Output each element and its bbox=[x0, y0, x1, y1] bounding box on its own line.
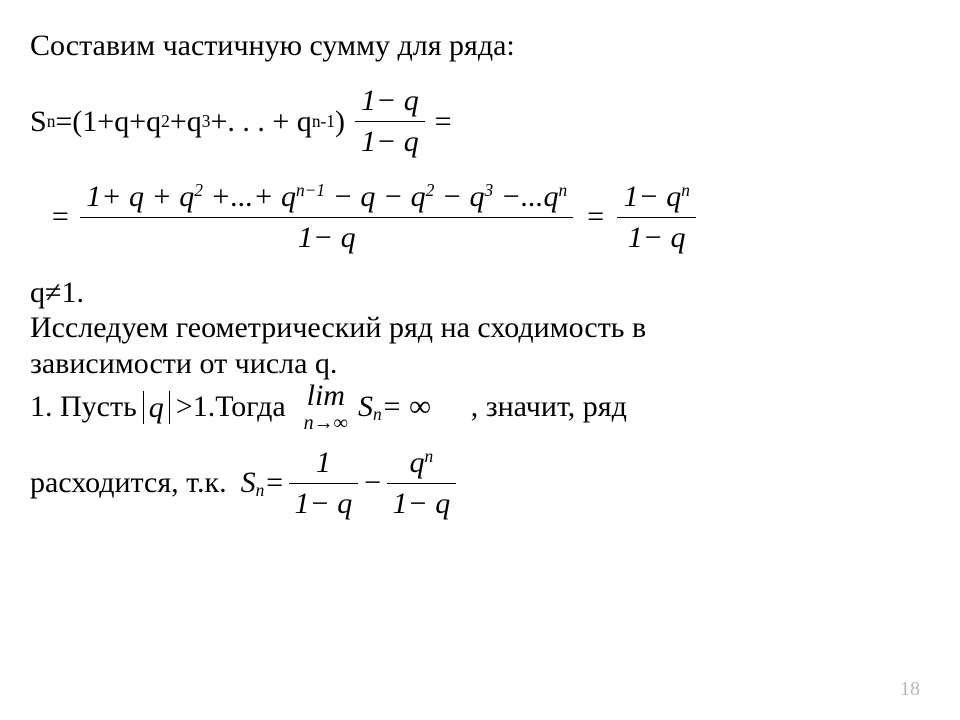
limit-block: lim n→∞ bbox=[304, 381, 348, 433]
diverges-line: расходится, т.к. Sn = 1 1− q − qn 1− q bbox=[30, 445, 930, 521]
fraction-result: 1− qn 1− q bbox=[617, 179, 695, 255]
page-number: 18 bbox=[900, 678, 920, 702]
S-sub: n bbox=[47, 111, 56, 132]
ln2: +...+ q bbox=[203, 180, 296, 213]
fin1-num: 1 bbox=[310, 445, 337, 480]
rparen: ) bbox=[335, 104, 345, 139]
fin2-num: qn bbox=[404, 445, 440, 480]
lim-S-sub: n bbox=[373, 404, 382, 424]
lim-S: S bbox=[358, 390, 373, 423]
case1-label: 1. Пусть bbox=[30, 389, 137, 424]
eq-final: = bbox=[264, 465, 284, 500]
ln4: − q bbox=[434, 180, 484, 213]
fr1-den: 1− q bbox=[355, 124, 425, 159]
ln-en: n bbox=[559, 180, 568, 200]
ln1: 1+ q + q bbox=[86, 180, 194, 213]
q-neq-1: q≠1. bbox=[30, 275, 930, 310]
fraction-final-1: 1 1− q bbox=[289, 445, 359, 521]
dots: +. . . + q bbox=[210, 104, 311, 139]
rhs1: =(1+q+q bbox=[55, 104, 161, 139]
fraction-trivial: 1− q 1− q bbox=[355, 83, 425, 159]
ln5: −...q bbox=[493, 180, 558, 213]
Sn2: S bbox=[241, 466, 256, 499]
case-1: 1. Пусть q >1.Тогда lim n→∞ Sn = ∞ , зна… bbox=[30, 381, 930, 433]
long-num: 1+ q + q2 +...+ qn−1 − q − q2 − q3 −...q… bbox=[80, 179, 573, 214]
absq-inner: q bbox=[149, 391, 164, 424]
fr2n-a: 1− q bbox=[623, 180, 681, 213]
sup3: 3 bbox=[202, 111, 211, 132]
fr2-den: 1− q bbox=[622, 220, 692, 255]
line-intro: Составим частичную сумму для ряда: bbox=[30, 28, 930, 63]
eq1: = bbox=[433, 104, 453, 139]
eq-inf: = ∞ bbox=[382, 389, 431, 424]
fin2n: q bbox=[410, 446, 425, 479]
eq-mid: = bbox=[585, 199, 605, 234]
fin2n-sup: n bbox=[425, 446, 434, 466]
ln-e2: 2 bbox=[194, 180, 203, 200]
eq-expanded: = 1+ q + q2 +...+ qn−1 − q − q2 − q3 −..… bbox=[50, 179, 930, 255]
plusq1: +q bbox=[170, 104, 202, 139]
line-investigate-b: зависимости от числа q. bbox=[30, 346, 930, 381]
fin1-den: 1− q bbox=[289, 486, 359, 521]
ln-e2b: 2 bbox=[426, 180, 435, 200]
lim-under: n→∞ bbox=[304, 413, 348, 433]
abs-q: q bbox=[143, 391, 170, 424]
Sn2-sub: n bbox=[256, 480, 265, 500]
ln-enm1: n−1 bbox=[296, 180, 325, 200]
S: S bbox=[30, 104, 47, 139]
minus-final: − bbox=[362, 465, 382, 500]
long-den: 1− q bbox=[292, 220, 362, 255]
after-lim: , значит, ряд bbox=[471, 389, 627, 424]
lim-top: lim bbox=[307, 381, 345, 411]
line-investigate-a: Исследуем геометрический ряд на сходимос… bbox=[30, 310, 930, 345]
eq-partial-sum: Sn=(1+q+q2+q3+. . . + qn-1) 1− q 1− q = bbox=[30, 83, 930, 159]
ln-e3: 3 bbox=[485, 180, 494, 200]
fraction-final-2: qn 1− q bbox=[387, 445, 457, 521]
eq-lead: = bbox=[50, 199, 70, 234]
gt1-text: >1.Тогда bbox=[176, 389, 286, 424]
ln3: − q − q bbox=[325, 180, 426, 213]
raskh-text: расходится, т.к. bbox=[30, 465, 227, 500]
sup-nm1: n-1 bbox=[312, 111, 335, 132]
sup2: 2 bbox=[161, 111, 170, 132]
fr2n-sup: n bbox=[681, 180, 690, 200]
fin2-den: 1− q bbox=[387, 486, 457, 521]
fr1-num: 1− q bbox=[355, 83, 425, 118]
fr2-num: 1− qn bbox=[617, 179, 695, 214]
fraction-long: 1+ q + q2 +...+ qn−1 − q − q2 − q3 −...q… bbox=[80, 179, 573, 255]
